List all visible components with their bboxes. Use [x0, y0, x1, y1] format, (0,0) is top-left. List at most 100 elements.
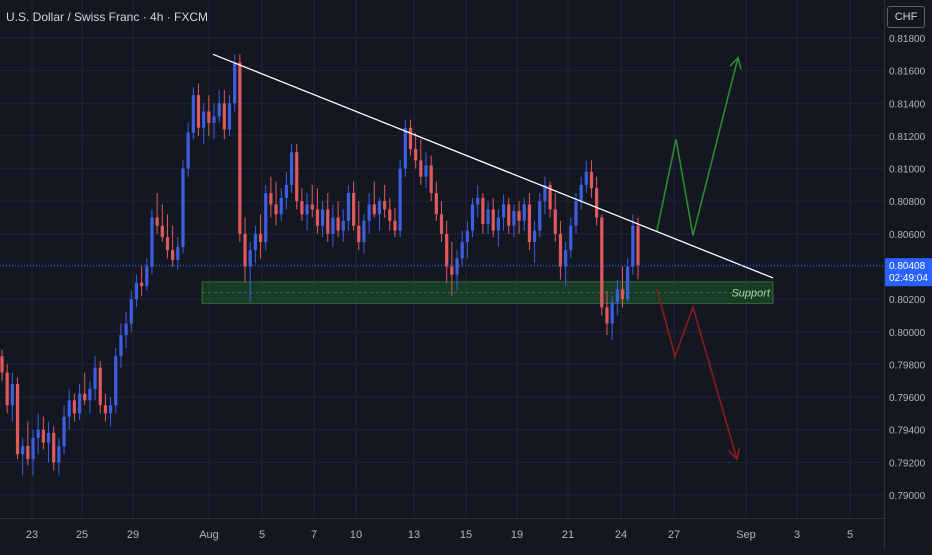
candle-body: [52, 432, 56, 463]
time-tick-label: 27: [668, 529, 680, 541]
candle-body: [155, 217, 159, 226]
candle-body: [171, 250, 175, 260]
candle-body: [538, 201, 542, 231]
candle-body: [46, 432, 51, 443]
candle-body: [26, 446, 30, 460]
candle-body: [574, 201, 578, 226]
current-price-value: 0.80408: [889, 261, 926, 272]
candle-body: [393, 220, 397, 231]
time-tick-label: 19: [511, 529, 523, 541]
candle-body: [486, 209, 490, 225]
candle-body: [367, 204, 371, 221]
candle-body: [67, 400, 71, 417]
candle-body: [222, 103, 226, 130]
candle-body: [238, 62, 242, 234]
candle-body: [108, 405, 113, 414]
candle-body: [15, 384, 20, 455]
candle-body: [269, 193, 273, 205]
time-tick-label: 23: [26, 529, 38, 541]
candle-body: [532, 230, 537, 243]
candle-body: [248, 250, 252, 267]
time-tick-label: 13: [408, 529, 420, 541]
candle-body: [134, 282, 139, 300]
candle-body: [341, 220, 345, 231]
candle-body: [160, 225, 164, 238]
candle-body: [620, 289, 625, 300]
candle-body: [527, 204, 532, 243]
candle-body: [186, 132, 190, 169]
candle-body: [455, 258, 459, 275]
candle-body: [62, 416, 66, 447]
bullish-projection-arrow-head: [729, 55, 742, 70]
candle-body: [414, 148, 418, 161]
current-price-tag: [885, 258, 932, 287]
price-tick-label: 0.80600: [889, 230, 926, 241]
candle-body: [114, 356, 118, 406]
price-tick-label: 0.81400: [889, 99, 926, 110]
candle-body: [93, 367, 97, 389]
price-tick-label: 0.81200: [889, 132, 926, 143]
time-tick-label: 15: [460, 529, 472, 541]
candle-body: [610, 302, 614, 324]
candle-body: [543, 184, 547, 202]
candle-body: [227, 103, 232, 130]
candle-body: [595, 188, 599, 218]
candle-body: [569, 225, 573, 251]
time-tick-label: 29: [127, 529, 139, 541]
candle-body: [439, 214, 444, 234]
candle-body: [362, 220, 366, 243]
candle-body: [476, 197, 480, 205]
candle-body: [10, 384, 14, 406]
candle-body: [383, 201, 387, 210]
candle-body: [408, 127, 413, 149]
candle-body: [124, 323, 128, 336]
candle-body: [315, 209, 320, 226]
candle-body: [264, 193, 268, 243]
candle-body: [564, 250, 568, 267]
candle-body: [217, 103, 221, 117]
candle-body: [465, 230, 469, 243]
trendline: [212, 53, 774, 279]
candle-body: [548, 184, 552, 210]
candle-body: [140, 282, 144, 287]
candle-body: [403, 127, 407, 169]
price-tick-label: 0.79600: [889, 393, 926, 404]
currency-button[interactable]: CHF: [887, 6, 925, 28]
candle-body: [388, 209, 392, 221]
candle-body: [98, 367, 102, 406]
candle-body: [165, 237, 170, 251]
candle-body: [352, 193, 356, 226]
price-tick-label: 0.81000: [889, 165, 926, 176]
candle-body: [331, 217, 335, 234]
bearish-projection-arrow-head: [727, 447, 741, 461]
candle-body: [553, 209, 557, 234]
candle-body: [72, 400, 76, 414]
candle-body: [320, 209, 325, 226]
candle-body: [491, 209, 495, 231]
candle-body: [377, 201, 382, 215]
candle-body: [202, 111, 206, 128]
time-tick-label: 3: [794, 529, 800, 541]
candle-body: [295, 152, 299, 202]
candle-body: [336, 217, 340, 231]
candle-body: [631, 225, 635, 267]
candle-body: [305, 204, 309, 215]
price-tick-label: 0.80000: [889, 328, 926, 339]
candle-body: [145, 266, 149, 287]
time-tick-label: 25: [76, 529, 88, 541]
candle-body: [5, 372, 9, 406]
time-tick-label: Aug: [199, 529, 219, 541]
price-tick-label: 0.80200: [889, 295, 926, 306]
candle-body: [103, 405, 108, 414]
candle-body: [372, 204, 376, 215]
time-tick-label: 10: [350, 529, 362, 541]
candle-body: [517, 211, 521, 221]
candle-body: [57, 446, 61, 463]
time-tick-label: 5: [847, 529, 853, 541]
countdown-timer: 02:49:04: [889, 273, 928, 284]
candle-body: [398, 168, 402, 231]
candle-body: [83, 393, 87, 401]
candle-body: [253, 233, 257, 251]
